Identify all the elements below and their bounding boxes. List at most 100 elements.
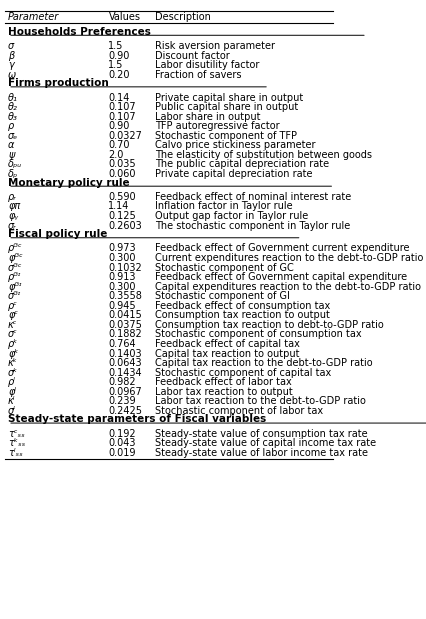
Text: 0.2425: 0.2425 <box>108 406 142 416</box>
Text: σˡ: σˡ <box>8 406 16 416</box>
Text: 0.764: 0.764 <box>108 339 136 349</box>
Text: Private capital share in output: Private capital share in output <box>155 93 303 103</box>
Text: Current expenditures reaction to the debt-to-GDP ratio: Current expenditures reaction to the deb… <box>155 253 423 263</box>
Text: Stochastic component of GI: Stochastic component of GI <box>155 291 290 301</box>
Text: 0.107: 0.107 <box>108 102 136 112</box>
Text: 0.20: 0.20 <box>108 69 130 80</box>
Text: σᴳᶜ: σᴳᶜ <box>8 262 23 272</box>
Text: 0.2603: 0.2603 <box>108 220 142 230</box>
Text: Steady-state value of capital income tax rate: Steady-state value of capital income tax… <box>155 438 376 448</box>
Text: 0.3558: 0.3558 <box>108 291 142 301</box>
Text: κᵏ: κᵏ <box>8 358 18 368</box>
Text: Steady-state parameters of Fiscal variables: Steady-state parameters of Fiscal variab… <box>8 415 266 425</box>
Text: 0.060: 0.060 <box>108 169 135 179</box>
Text: θ₂: θ₂ <box>8 102 18 112</box>
Text: θ₁: θ₁ <box>8 93 18 103</box>
Text: 0.1882: 0.1882 <box>108 329 142 339</box>
Text: 1.5: 1.5 <box>108 60 124 70</box>
Text: ρᵏ: ρᵏ <box>8 339 18 349</box>
Text: ρᴳᶦ: ρᴳᶦ <box>8 272 22 282</box>
Text: 0.1403: 0.1403 <box>108 348 142 358</box>
Text: Feedback effect of consumption tax: Feedback effect of consumption tax <box>155 301 330 311</box>
Text: Fiscal policy rule: Fiscal policy rule <box>8 229 107 239</box>
Text: 0.043: 0.043 <box>108 438 135 448</box>
Text: ρ: ρ <box>8 121 14 131</box>
Text: 0.035: 0.035 <box>108 160 136 170</box>
Text: σ: σ <box>8 41 14 51</box>
Text: 0.019: 0.019 <box>108 448 135 458</box>
Text: Labor tax reaction to the debt-to-GDP ratio: Labor tax reaction to the debt-to-GDP ra… <box>155 396 366 406</box>
Text: Labor disutility factor: Labor disutility factor <box>155 60 259 70</box>
Text: Feedback effect of Government capital expenditure: Feedback effect of Government capital ex… <box>155 272 406 282</box>
Text: 0.14: 0.14 <box>108 93 130 103</box>
Text: σᵏ: σᵏ <box>8 368 18 378</box>
Text: ρᶜ: ρᶜ <box>8 301 18 311</box>
Text: Private capital depreciation rate: Private capital depreciation rate <box>155 169 312 179</box>
Text: τᶜₛₛ: τᶜₛₛ <box>8 429 25 439</box>
Text: σᴳᶦ: σᴳᶦ <box>8 291 21 301</box>
Text: Steady-state value of consumption tax rate: Steady-state value of consumption tax ra… <box>155 429 367 439</box>
Text: 0.982: 0.982 <box>108 377 136 387</box>
Text: 0.913: 0.913 <box>108 272 135 282</box>
Text: φᶜ: φᶜ <box>8 310 18 320</box>
Text: ω: ω <box>8 69 16 80</box>
Text: Stochastic component of capital tax: Stochastic component of capital tax <box>155 368 331 378</box>
Text: Parameter: Parameter <box>8 12 59 22</box>
Text: Feedback effect of nominal interest rate: Feedback effect of nominal interest rate <box>155 192 351 202</box>
Text: Firms production: Firms production <box>8 78 109 89</box>
Text: 1.5: 1.5 <box>108 41 124 51</box>
Text: Values: Values <box>108 12 140 22</box>
Text: σᵣ: σᵣ <box>8 220 17 230</box>
Text: Discount factor: Discount factor <box>155 51 230 61</box>
Text: δₚ: δₚ <box>8 169 18 179</box>
Text: Calvo price stickiness parameter: Calvo price stickiness parameter <box>155 141 315 150</box>
Text: ρˡ: ρˡ <box>8 377 16 387</box>
Text: κᶜ: κᶜ <box>8 320 17 330</box>
Text: Inflation factor in Taylor rule: Inflation factor in Taylor rule <box>155 201 292 212</box>
Text: φᵧ: φᵧ <box>8 211 18 221</box>
Text: 0.590: 0.590 <box>108 192 136 202</box>
Text: φπ: φπ <box>8 201 20 212</box>
Text: σᶜ: σᶜ <box>8 329 18 339</box>
Text: ρᵣ: ρᵣ <box>8 192 17 202</box>
Text: Consumption tax reaction to output: Consumption tax reaction to output <box>155 310 329 320</box>
Text: 0.945: 0.945 <box>108 301 136 311</box>
Text: 0.90: 0.90 <box>108 51 130 61</box>
Text: 0.125: 0.125 <box>108 211 136 221</box>
Text: κˡ: κˡ <box>8 396 15 406</box>
Text: ρᴳᶜ: ρᴳᶜ <box>8 243 23 253</box>
Text: α: α <box>8 141 14 150</box>
Text: Public capital share in output: Public capital share in output <box>155 102 298 112</box>
Text: 0.192: 0.192 <box>108 429 136 439</box>
Text: θ₃: θ₃ <box>8 111 18 122</box>
Text: φᵏ: φᵏ <box>8 348 19 358</box>
Text: δₚᵤ: δₚᵤ <box>8 160 22 170</box>
Text: 0.70: 0.70 <box>108 141 130 150</box>
Text: Risk aversion parameter: Risk aversion parameter <box>155 41 275 51</box>
Text: 0.973: 0.973 <box>108 243 136 253</box>
Text: 0.0967: 0.0967 <box>108 387 142 397</box>
Text: 0.90: 0.90 <box>108 121 130 131</box>
Text: 0.300: 0.300 <box>108 282 135 292</box>
Text: Stochastic component of consumption tax: Stochastic component of consumption tax <box>155 329 361 339</box>
Text: φˡ: φˡ <box>8 387 16 397</box>
Text: 0.0643: 0.0643 <box>108 358 142 368</box>
Text: Description: Description <box>155 12 211 22</box>
Text: φᴳᶜ: φᴳᶜ <box>8 253 23 263</box>
Text: 0.0415: 0.0415 <box>108 310 142 320</box>
Text: Monetary policy rule: Monetary policy rule <box>8 178 130 188</box>
Text: 0.300: 0.300 <box>108 253 135 263</box>
Text: Stochastic component of TFP: Stochastic component of TFP <box>155 131 296 141</box>
Text: Capital expenditures reaction to the debt-to-GDP ratio: Capital expenditures reaction to the deb… <box>155 282 420 292</box>
Text: φᴳᶦ: φᴳᶦ <box>8 282 22 292</box>
Text: The stochastic component in Taylor rule: The stochastic component in Taylor rule <box>155 220 350 230</box>
Text: Feedback effect of Government current expenditure: Feedback effect of Government current ex… <box>155 243 409 253</box>
Text: 1.14: 1.14 <box>108 201 130 212</box>
Text: Steady-state value of labor income tax rate: Steady-state value of labor income tax r… <box>155 448 367 458</box>
Text: 0.239: 0.239 <box>108 396 136 406</box>
Text: Capital tax reaction to the debt-to-GDP ratio: Capital tax reaction to the debt-to-GDP … <box>155 358 372 368</box>
Text: τᵏₛₛ: τᵏₛₛ <box>8 438 25 448</box>
Text: Capital tax reaction to output: Capital tax reaction to output <box>155 348 299 358</box>
Text: σₑ: σₑ <box>8 131 18 141</box>
Text: 0.0375: 0.0375 <box>108 320 142 330</box>
